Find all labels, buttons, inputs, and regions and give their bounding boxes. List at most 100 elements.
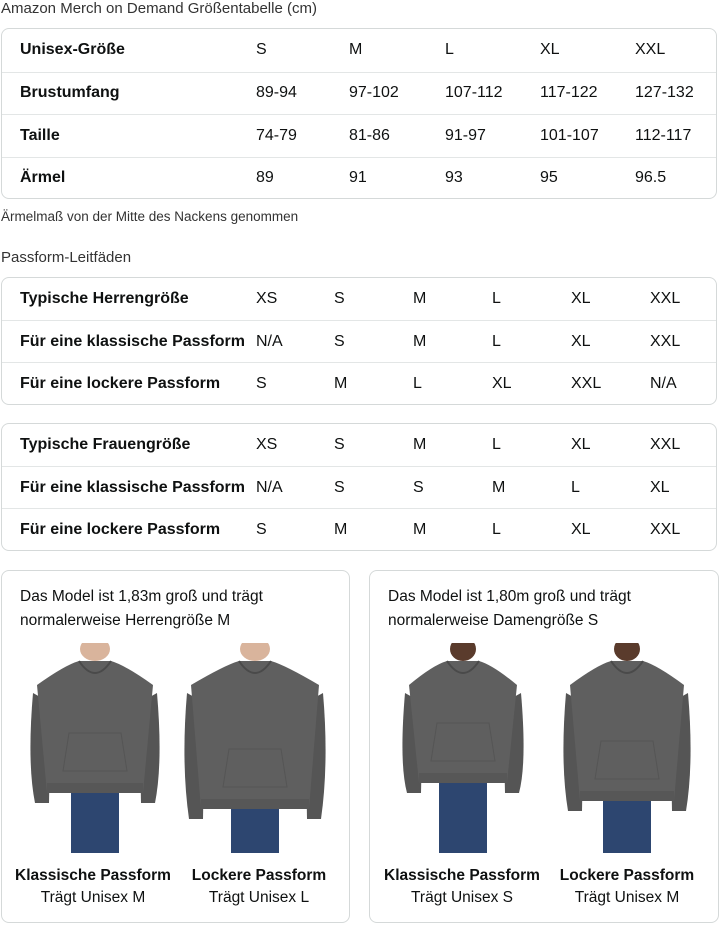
table-cell: 89-94	[256, 84, 297, 102]
row-label: Typische Herrengröße	[20, 290, 189, 307]
table-cell: N/A	[256, 478, 283, 496]
model-desc-line1: Das Model ist 1,80m groß und trägt	[388, 588, 631, 605]
table-cell: XL	[571, 520, 591, 538]
table-row: Typische Herrengröße XS S M L XL XXL	[2, 278, 716, 320]
table-cell: L	[492, 290, 501, 307]
table-row: Typische Frauengröße XS S M L XL XXL	[2, 424, 716, 466]
table-cell: XXL	[571, 374, 602, 392]
sleeve-note: Ärmelmaß von der Mitte des Nackens genom…	[1, 209, 299, 224]
men-fit-table: Typische Herrengröße XS S M L XL XXL Für eine k…	[1, 277, 717, 405]
table-cell: XXL	[650, 290, 681, 307]
women-model-card: Das Model ist 1,80m groß und trägt normal…	[369, 570, 719, 923]
table-cell: M	[334, 374, 348, 392]
jeans	[231, 805, 279, 853]
table-cell: XL	[650, 478, 670, 496]
fit-subtitle: Trägt Unisex L	[208, 889, 310, 906]
table-cell: M	[492, 478, 506, 496]
fit-title: Klassische Passform	[384, 867, 540, 884]
table-cell: 107-112	[445, 84, 503, 102]
table-cell: M	[413, 436, 427, 453]
row-label: Für eine lockere Passform	[20, 374, 221, 392]
table-cell: 89	[256, 169, 274, 187]
table-cell: M	[349, 41, 363, 59]
row-label: Ärmel	[20, 169, 66, 187]
table-cell: 93	[445, 169, 463, 187]
table-cell: L	[413, 374, 422, 392]
fit-title: Lockere Passform	[559, 867, 695, 884]
fit-subtitle: Trägt Unisex S	[411, 889, 513, 906]
table-cell: XXL	[650, 520, 681, 538]
table-cell: XXL	[650, 332, 681, 350]
table-cell: S	[413, 478, 424, 496]
table-row: Brustumfang 89-94 97-102 107-112 117-122 127-…	[2, 71, 716, 115]
model-relaxed-fit-image	[563, 643, 691, 853]
table-cell: L	[445, 41, 454, 59]
size-chart-title: Amazon Merch on Demand Größentabelle (cm…	[1, 0, 317, 17]
table-cell: 117-122	[540, 84, 598, 102]
table-row: Für eine klassische Passform N/A S S M L XL	[2, 466, 716, 508]
table-row: Für eine lockere Passform S M L XL XXL N/A	[2, 362, 716, 404]
table-cell: 95	[540, 169, 558, 187]
table-cell: S	[334, 436, 345, 453]
table-row: Ärmel 89 91 93 95 96.5	[2, 156, 716, 200]
table-cell: 112-117	[635, 126, 692, 144]
table-cell: 74-79	[256, 126, 297, 144]
fit-guides-title: Passform-Leitfäden	[1, 249, 132, 266]
table-cell: XS	[256, 436, 278, 453]
table-cell: 81-86	[349, 126, 390, 144]
row-label: Taille	[20, 126, 60, 144]
women-fit-table: Typische Frauengröße XS S M L XL XXL Für eine k…	[1, 423, 717, 551]
model-classic-fit-image	[402, 643, 524, 853]
jeans	[439, 779, 487, 853]
men-model-card: Das Model ist 1,83m groß und trägt normal…	[1, 570, 350, 923]
row-label: Unisex-Größe	[20, 41, 125, 59]
table-cell: M	[413, 520, 427, 538]
table-cell: 97-102	[349, 84, 399, 102]
table-cell: XL	[540, 41, 560, 59]
row-label: Für eine lockere Passform	[20, 520, 221, 538]
table-cell: S	[256, 374, 267, 392]
table-cell: L	[492, 332, 501, 350]
table-cell: N/A	[256, 332, 283, 350]
model-desc-line2: normalerweise Damengröße S	[388, 612, 599, 629]
table-cell: 91-97	[445, 126, 486, 144]
fit-title: Lockere Passform	[191, 867, 327, 884]
model-classic-fit-image	[30, 643, 160, 853]
size-chart-table: Unisex-Größe S M L XL XXL Brustumfang 89-94 97-1…	[1, 28, 717, 199]
model-desc-line1: Das Model ist 1,83m groß und trägt	[20, 588, 263, 605]
table-cell: XXL	[635, 41, 666, 59]
table-cell: M	[334, 520, 348, 538]
table-row: Unisex-Größe S M L XL XXL	[2, 29, 716, 72]
table-cell: S	[256, 41, 267, 59]
table-row: Taille 74-79 81-86 91-97 101-107 112-117	[2, 114, 716, 157]
model-relaxed-fit-image	[184, 643, 326, 853]
fit-title: Klassische Passform	[15, 867, 171, 884]
row-label: Für eine klassische Passform	[20, 332, 245, 350]
jeans	[603, 797, 651, 853]
table-cell: L	[492, 520, 501, 538]
table-cell: M	[413, 332, 427, 350]
table-cell: XXL	[650, 436, 681, 453]
table-cell: XL	[492, 374, 512, 392]
table-row: Für eine lockere Passform S M M L XL XXL	[2, 508, 716, 550]
table-cell: XL	[571, 290, 591, 307]
table-cell: N/A	[650, 374, 677, 392]
table-cell: L	[492, 436, 501, 453]
table-cell: XL	[571, 436, 591, 453]
table-cell: 91	[349, 169, 367, 187]
table-row: Für eine klassische Passform N/A S M L XL XXL	[2, 320, 716, 362]
table-cell: 101-107	[540, 126, 599, 144]
row-label: Typische Frauengröße	[20, 436, 191, 453]
fit-subtitle: Trägt Unisex M	[40, 889, 146, 906]
table-cell: 127-132	[635, 84, 694, 102]
model-desc-line2: normalerweise Herrengröße M	[20, 612, 231, 629]
jeans	[71, 789, 119, 853]
table-cell: S	[334, 332, 345, 350]
table-cell: L	[571, 478, 580, 496]
table-cell: S	[256, 520, 267, 538]
table-cell: M	[413, 290, 427, 307]
table-cell: S	[334, 478, 345, 496]
table-cell: S	[334, 290, 345, 307]
table-cell: XS	[256, 290, 278, 307]
row-label: Brustumfang	[20, 84, 120, 102]
